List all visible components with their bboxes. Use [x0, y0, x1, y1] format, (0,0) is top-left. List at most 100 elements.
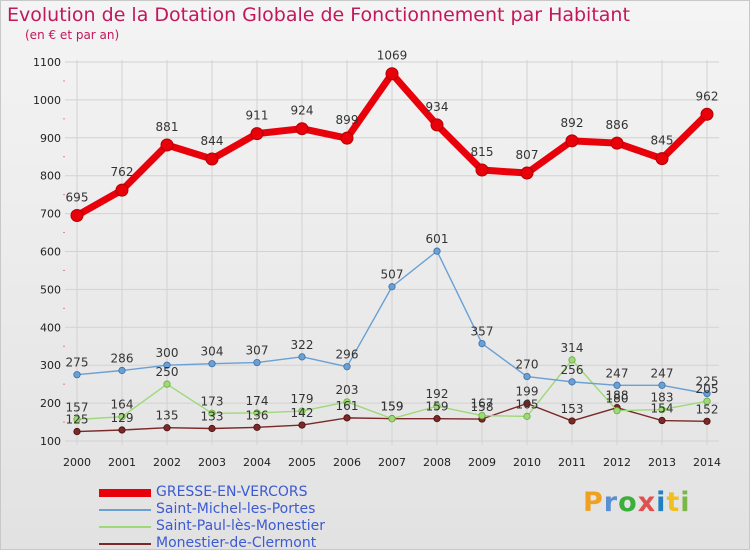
data-point — [118, 366, 126, 375]
data-label: 886 — [606, 118, 629, 132]
data-point — [658, 405, 666, 414]
data-point — [163, 380, 171, 388]
data-label: 173 — [201, 394, 224, 408]
legend-swatch — [99, 543, 151, 545]
logo-letter: x — [637, 487, 657, 518]
data-label: 322 — [291, 338, 314, 352]
data-point — [160, 138, 174, 152]
legend-swatch — [99, 526, 151, 528]
legend-label: Monestier-de-Clermont — [156, 535, 317, 550]
data-point — [250, 127, 264, 141]
axis-layer: 100 200 300 400 500 600 700 800 900 1000 1100 2000 2… — [33, 56, 721, 469]
data-label: 962 — [696, 89, 719, 103]
data-label: 911 — [246, 109, 269, 123]
proxiti-logo: Proxiti — [583, 487, 691, 518]
data-point — [703, 417, 711, 425]
data-label: 845 — [651, 134, 674, 148]
x-tick-label: 2007 — [378, 456, 406, 469]
data-label: 203 — [336, 383, 359, 397]
logo-letter: o — [618, 487, 638, 518]
legend-swatch — [99, 489, 151, 497]
y-tick-label: 300 — [40, 359, 61, 372]
x-tick-label: 2009 — [468, 456, 496, 469]
data-label: 507 — [381, 268, 404, 282]
data-label: 934 — [426, 100, 449, 114]
data-point — [70, 208, 84, 222]
data-point — [433, 415, 441, 423]
x-tick-label: 2001 — [108, 456, 136, 469]
data-label: 270 — [516, 358, 539, 372]
data-point — [73, 415, 81, 423]
data-label: 899 — [336, 113, 359, 127]
data-label: 161 — [336, 399, 359, 413]
data-label: 129 — [111, 411, 134, 425]
data-point — [475, 163, 489, 177]
chart-title: Evolution de la Dotation Globale de Fonc… — [7, 4, 630, 26]
data-label: 165 — [516, 397, 539, 411]
x-tick-label: 2002 — [153, 456, 181, 469]
x-tick-label: 2005 — [288, 456, 316, 469]
data-label: 357 — [471, 325, 494, 339]
data-point — [73, 427, 81, 436]
data-point — [343, 363, 351, 371]
data-label: 275 — [66, 356, 89, 370]
data-point — [208, 360, 216, 368]
chart-subtitle: (en € et par an) — [25, 28, 120, 42]
data-label: 304 — [201, 345, 224, 359]
x-tick-label: 2008 — [423, 456, 451, 469]
data-point — [253, 358, 261, 367]
logo-letter: r — [603, 487, 619, 518]
y-tick-label: 200 — [40, 397, 61, 410]
data-point — [478, 412, 486, 420]
data-point — [388, 415, 396, 423]
data-label: 695 — [66, 190, 89, 204]
data-label: 924 — [291, 104, 314, 118]
data-label: 256 — [561, 363, 584, 377]
data-point — [568, 378, 576, 386]
data-label: 152 — [696, 402, 719, 416]
data-point — [385, 67, 399, 81]
data-label: 159 — [426, 400, 449, 414]
x-tick-label: 2014 — [693, 456, 721, 469]
data-label: 154 — [651, 402, 674, 416]
data-label: 225 — [696, 375, 719, 389]
data-point — [163, 424, 171, 432]
data-label: 300 — [156, 346, 179, 360]
data-point — [73, 371, 81, 379]
data-point — [388, 283, 396, 291]
data-label: 296 — [336, 348, 359, 362]
data-label: 135 — [156, 409, 179, 423]
data-point — [433, 402, 441, 410]
legend-label: Saint-Paul-lès-Monestier — [156, 518, 325, 534]
data-label: 157 — [66, 400, 89, 414]
data-point — [523, 412, 531, 420]
data-label: 247 — [606, 366, 629, 380]
data-point — [253, 423, 261, 431]
data-point — [655, 152, 669, 166]
x-tick-label: 2012 — [603, 456, 631, 469]
data-label: 815 — [471, 145, 494, 159]
legend-label: GRESSE-EN-VERCORS — [156, 484, 308, 500]
data-point — [163, 361, 171, 369]
data-label: 250 — [156, 365, 179, 379]
data-point — [208, 409, 216, 417]
logo-letter: P — [583, 487, 604, 518]
data-label: 188 — [606, 389, 629, 403]
y-tick-label: 500 — [40, 283, 61, 296]
y-tick-label: 800 — [40, 170, 61, 183]
data-label: 180 — [606, 392, 629, 406]
data-point — [253, 409, 261, 417]
data-point — [568, 356, 576, 364]
x-tick-label: 2000 — [63, 456, 91, 469]
data-point — [658, 416, 666, 425]
data-point — [118, 413, 126, 421]
data-point — [703, 397, 711, 405]
data-point — [478, 339, 486, 348]
data-point — [295, 122, 309, 136]
x-tick-label: 2010 — [513, 456, 541, 469]
data-point — [610, 136, 624, 150]
data-point — [568, 417, 576, 425]
data-label: 158 — [471, 400, 494, 414]
